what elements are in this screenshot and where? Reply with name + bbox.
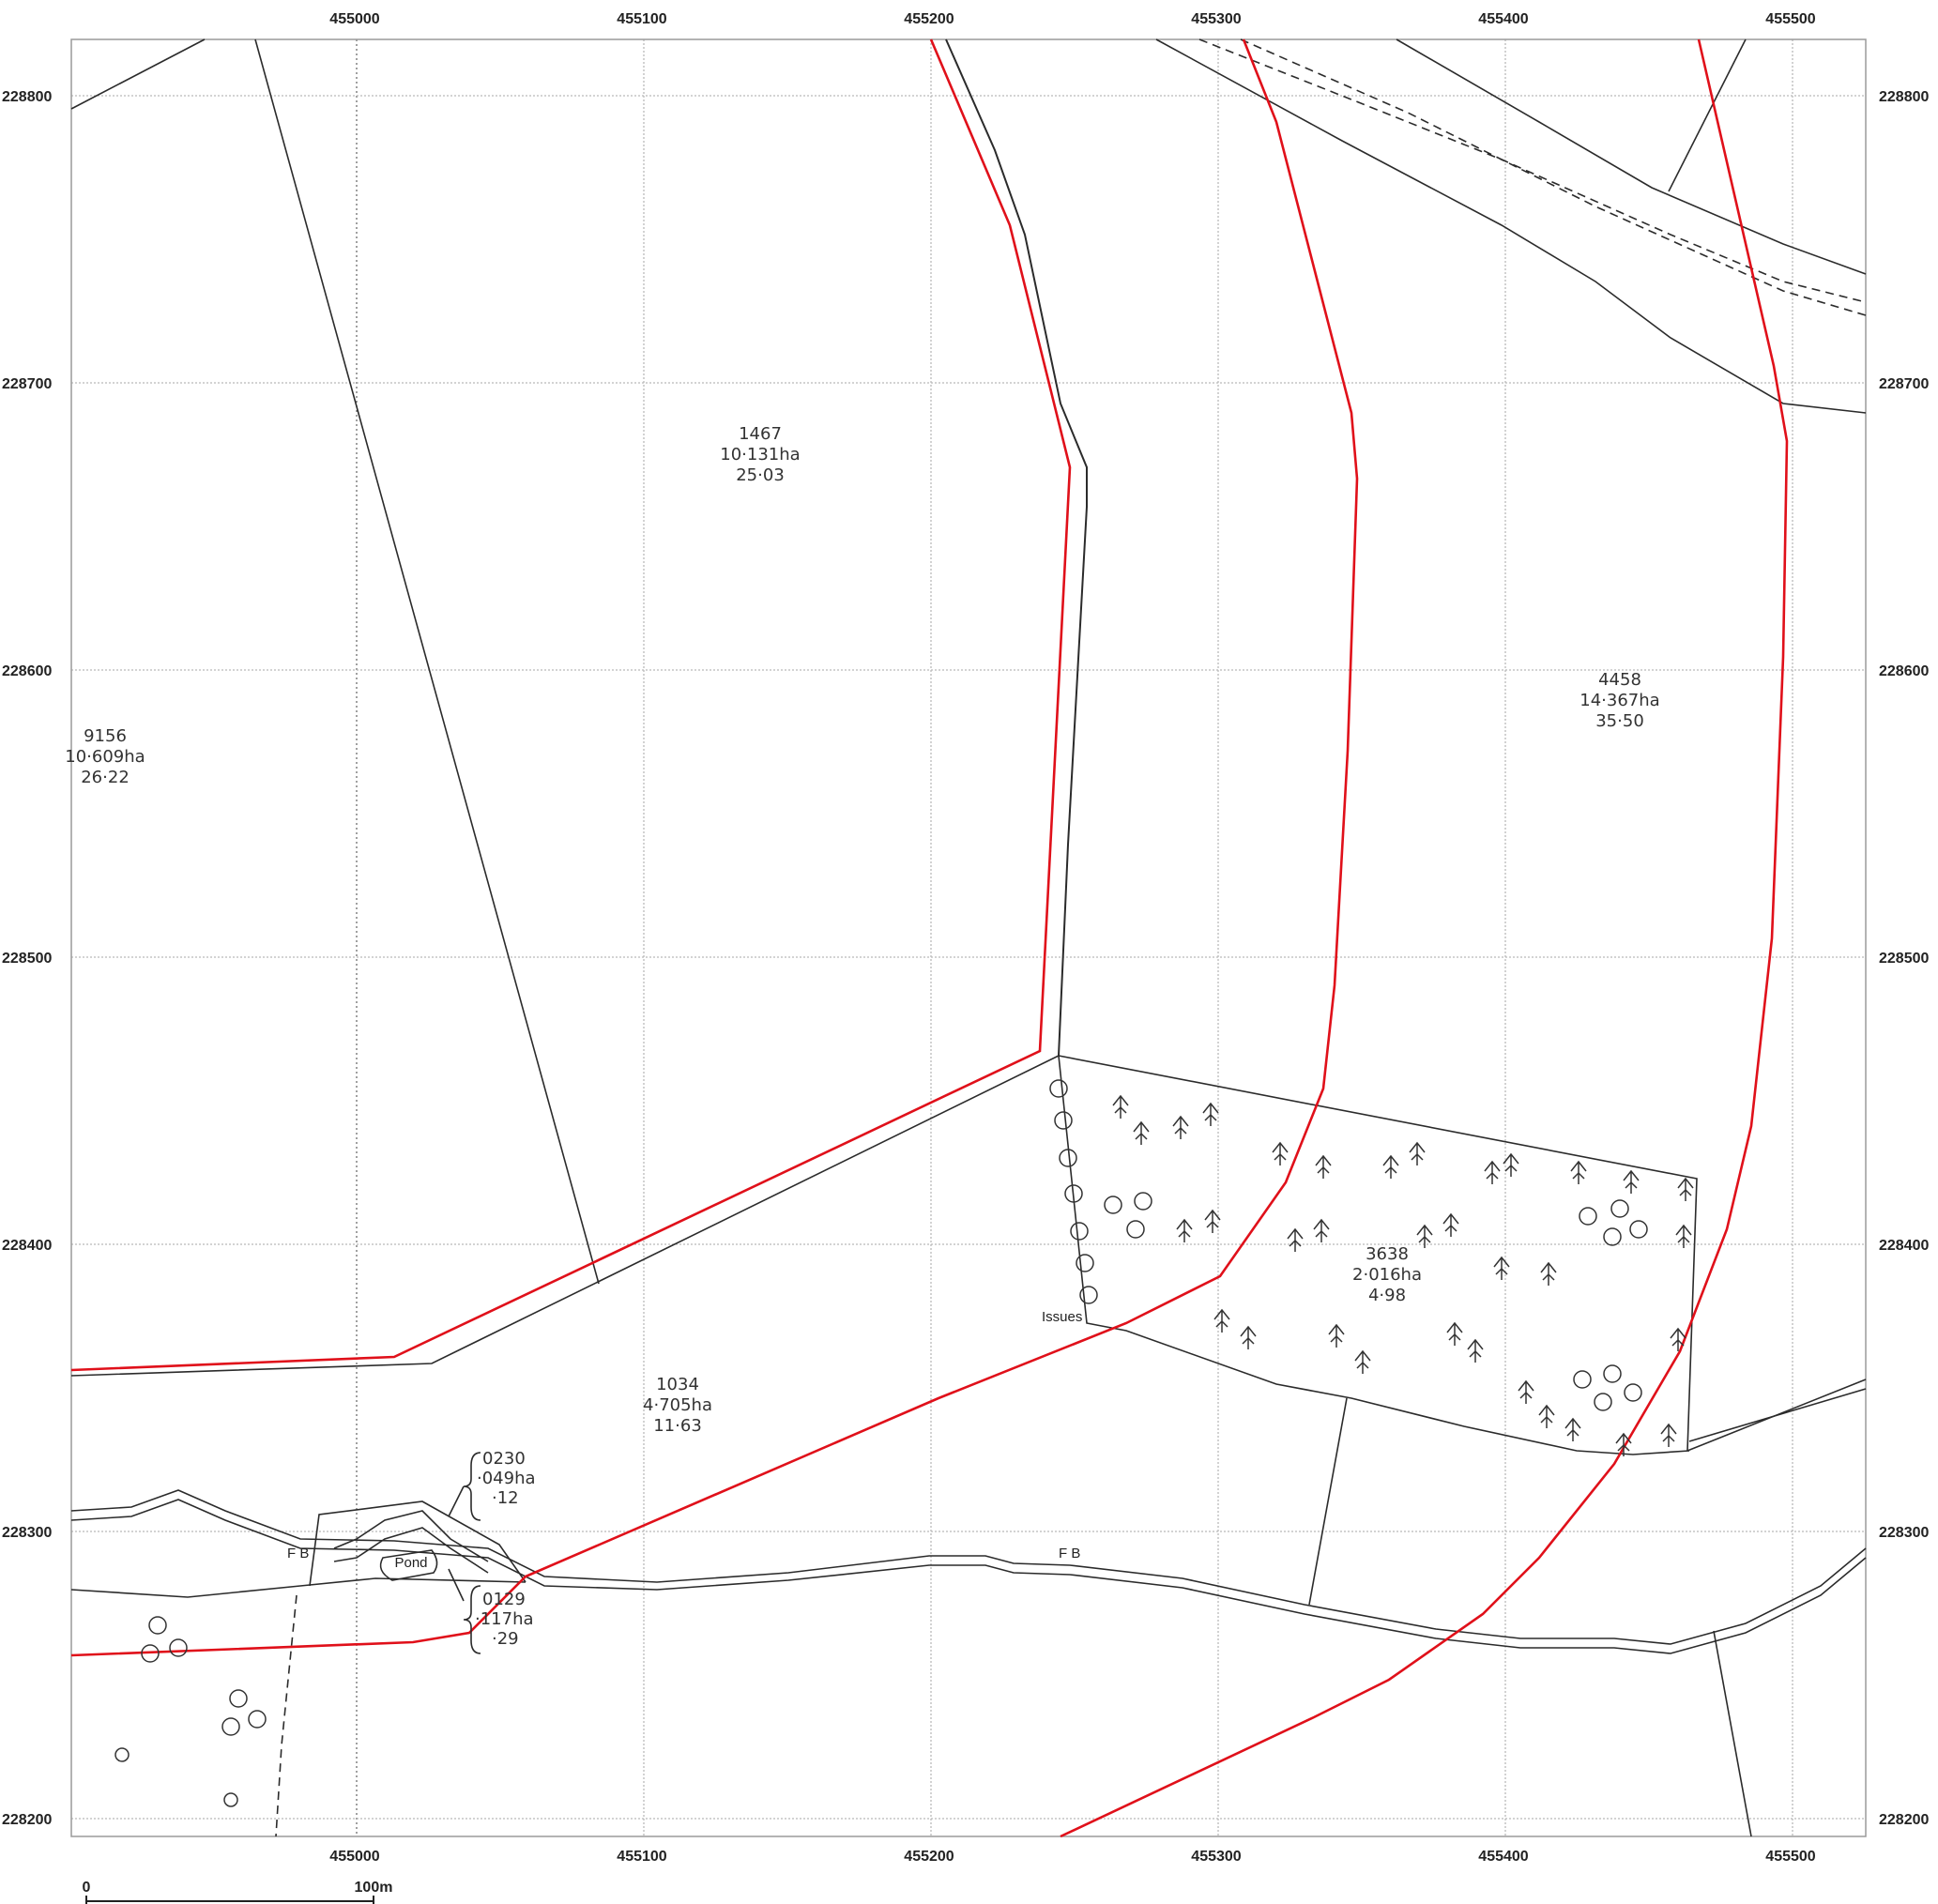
easting-label: 455400 [1478,1849,1528,1865]
woodland-symbols [114,1079,1694,1807]
parcel-1467: 1467 10·131ha 25·03 [720,424,800,485]
parcel-number: 1467 [739,424,782,444]
parcel-0230: 0230 ·049ha ·12 [448,1449,536,1521]
parcel-area-ac: 4·98 [1368,1286,1406,1305]
parcel-3638: 3638 2·016ha 4·98 [1352,1244,1422,1305]
parcel-number: 9156 [84,726,127,746]
parcel-area-ac: ·29 [492,1629,519,1649]
parcel-4458: 4458 14·367ha 35·50 [1579,670,1659,731]
northing-label: 228600 [2,663,52,679]
parcel-area-ha: 10·131ha [720,445,800,465]
easting-label: 455000 [329,1849,379,1865]
easting-label: 455000 [329,11,379,27]
easting-label: 455200 [904,1849,954,1865]
grid-lines [70,38,1867,1837]
parcel-area-ac: 25·03 [736,465,785,485]
easting-label: 455500 [1765,11,1815,27]
parcel-area-ha: ·117ha [475,1609,534,1629]
parcel-area-ac: ·12 [492,1488,519,1508]
northing-label: 228300 [2,1525,52,1541]
footbridge-label: F B [287,1546,309,1561]
footbridge-label: F B [1059,1546,1080,1561]
field-boundaries [70,38,1867,1837]
parcel-area-ha: 4·705ha [643,1395,712,1415]
parcel-area-ha: 2·016ha [1352,1265,1422,1285]
parcel-area-ac: 26·22 [81,768,130,787]
scale-bar: 0 100m [83,1880,393,1904]
northing-label: 228800 [2,89,52,105]
scale-start-label: 0 [83,1880,91,1896]
easting-labels-top: 455000 455100 455200 455300 455400 45550… [329,11,1815,27]
easting-labels-bottom: 455000 455100 455200 455300 455400 45550… [329,1849,1815,1865]
northing-labels-right: 228800 228700 228600 228500 228400 22830… [1879,89,1929,1828]
parcel-number: 0230 [482,1449,526,1469]
parcel-area-ha: 14·367ha [1579,691,1659,710]
easting-label: 455200 [904,11,954,27]
northing-label: 228700 [1879,376,1929,392]
parcel-number: 3638 [1366,1244,1409,1264]
easting-label: 455300 [1191,1849,1241,1865]
northing-labels-left: 228800 228700 228600 228500 228400 22830… [2,89,52,1828]
northing-label: 228400 [1879,1238,1929,1254]
pond-label: Pond [394,1555,427,1571]
conifer-symbols [1112,1094,1694,1456]
northing-label: 228200 [1879,1812,1929,1828]
easting-label: 455100 [617,1849,666,1865]
easting-label: 455300 [1191,11,1241,27]
red-route-lines [70,38,1789,1838]
parcel-number: 0129 [482,1590,526,1609]
parcel-area-ha: ·049ha [477,1469,536,1488]
parcel-area-ac: 11·63 [653,1416,702,1436]
parcel-0129: 0129 ·117ha ·29 [448,1568,534,1654]
northing-label: 228500 [2,951,52,967]
parcel-1034: 1034 4·705ha 11·63 [643,1375,712,1436]
parcel-area-ac: 35·50 [1595,711,1644,731]
easting-label: 455400 [1478,11,1528,27]
issues-label: Issues [1042,1309,1082,1325]
parcel-number: 4458 [1598,670,1641,690]
easting-label: 455500 [1765,1849,1815,1865]
northing-label: 228200 [2,1812,52,1828]
parcel-number: 1034 [656,1375,699,1394]
northing-label: 228500 [1879,951,1929,967]
northing-label: 228600 [1879,663,1929,679]
northing-label: 228300 [1879,1525,1929,1541]
deciduous-symbols [114,1079,1648,1807]
parcel-area-ha: 10·609ha [65,747,145,767]
parcel-9156: 9156 10·609ha 26·22 [65,726,145,787]
northing-label: 228700 [2,376,52,392]
easting-label: 455100 [617,11,666,27]
northing-label: 228400 [2,1238,52,1254]
scale-end-label: 100m [355,1880,393,1896]
northing-label: 228800 [1879,89,1929,105]
